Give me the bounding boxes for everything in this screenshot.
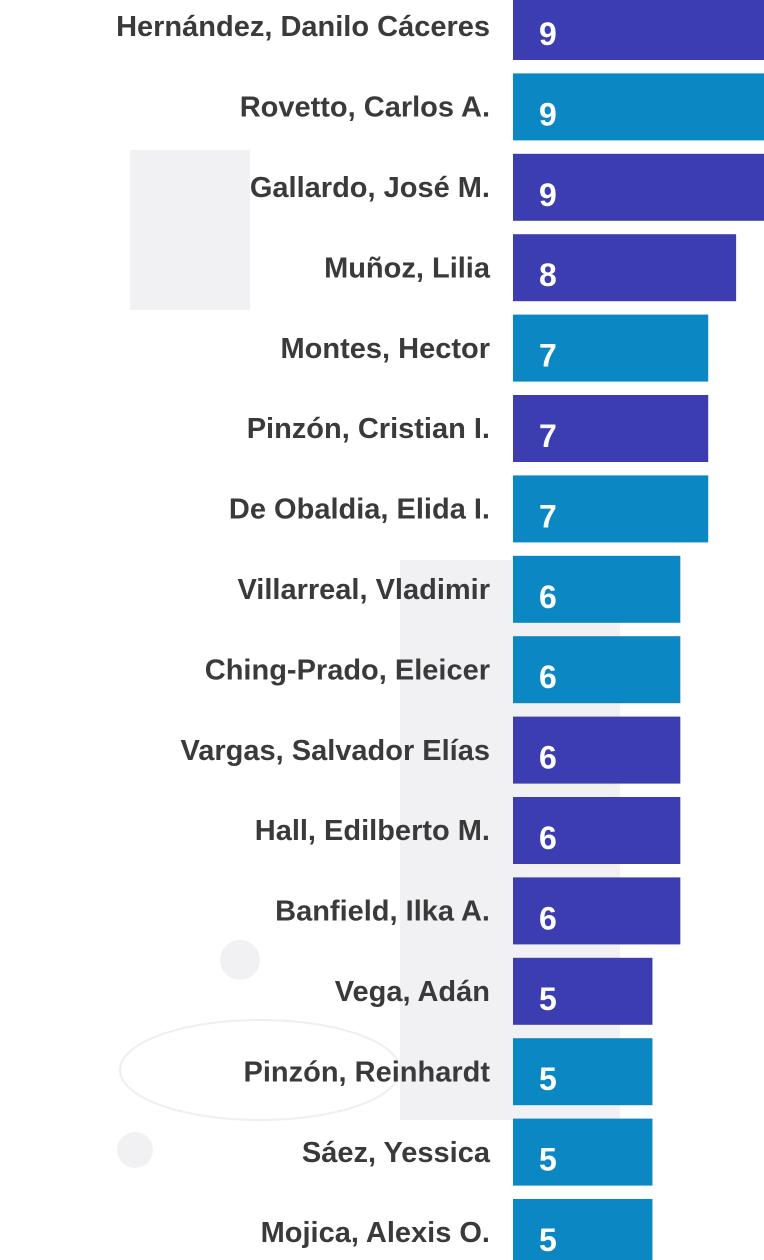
value-label: 6	[539, 579, 557, 615]
bar	[513, 555, 681, 623]
bar	[513, 797, 681, 864]
category-label: Pinzón, Reinhardt	[244, 1056, 491, 1088]
category-label: Muñoz, Lilia	[324, 252, 491, 284]
bar	[513, 234, 737, 302]
value-label: 9	[539, 16, 557, 52]
bar	[513, 395, 709, 462]
bar	[513, 877, 681, 945]
value-label: 8	[539, 257, 557, 293]
category-label: Vargas, Salvador Elías	[180, 735, 490, 767]
category-label: Vega, Adán	[335, 976, 490, 1008]
category-label: Banfield, Ilka A.	[275, 896, 490, 928]
bar	[513, 475, 709, 543]
value-label: 9	[539, 96, 557, 132]
value-label: 7	[539, 498, 557, 534]
category-label: Sáez, Yessica	[302, 1137, 491, 1169]
category-label: Montes, Hector	[281, 333, 490, 365]
category-label: Hall, Edilberto M.	[255, 815, 490, 847]
value-label: 6	[539, 820, 557, 856]
bar	[513, 153, 764, 221]
value-label: 7	[539, 418, 557, 454]
watermark-shape	[117, 1132, 153, 1168]
value-label: 6	[539, 740, 557, 776]
category-label: Rovetto, Carlos A.	[240, 92, 490, 124]
bar	[513, 314, 709, 382]
value-label: 7	[539, 338, 557, 374]
category-label: Ching-Prado, Eleicer	[205, 654, 490, 686]
value-label: 6	[539, 900, 557, 936]
value-label: 5	[539, 1222, 557, 1258]
category-label: De Obaldia, Elida I.	[229, 494, 490, 526]
watermark-shape	[119, 1019, 401, 1121]
watermark-shape	[220, 940, 260, 980]
value-label: 6	[539, 659, 557, 695]
category-label: Villarreal, Vladimir	[237, 574, 490, 606]
bar	[513, 636, 681, 704]
category-label: Pinzón, Cristian I.	[247, 413, 490, 445]
watermark-shape	[130, 150, 250, 310]
bar	[513, 1038, 653, 1106]
bar	[513, 716, 681, 784]
category-label: Mojica, Alexis O.	[261, 1217, 490, 1249]
value-label: 5	[539, 981, 557, 1017]
bar	[513, 1199, 653, 1260]
bar	[513, 1118, 653, 1186]
value-label: 5	[539, 1061, 557, 1097]
category-label: Hernández, Danilo Cáceres	[116, 11, 490, 43]
category-label: Gallardo, José M.	[250, 172, 490, 204]
bar	[513, 957, 653, 1025]
bar	[513, 0, 764, 60]
value-label: 9	[539, 177, 557, 213]
value-label: 5	[539, 1142, 557, 1178]
bar	[513, 73, 764, 141]
